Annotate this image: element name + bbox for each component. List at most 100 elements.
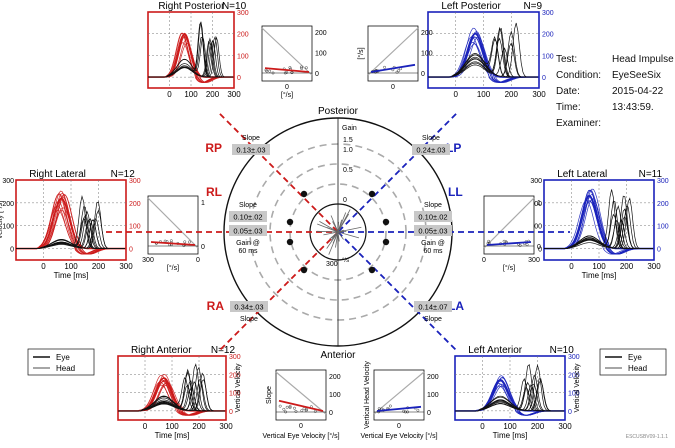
scatter-y-tick: 0 xyxy=(329,410,333,417)
x-tick-label: 100 xyxy=(477,90,491,99)
x-tick-label: 300 xyxy=(532,90,546,99)
y-tick-label: 200 xyxy=(542,32,554,39)
slope-value: 0.13±.03 xyxy=(236,146,265,155)
y-tick-label: 0 xyxy=(568,409,572,416)
anterior-label: Anterior xyxy=(320,350,356,361)
gain-value: 0.05±.03 xyxy=(233,227,262,236)
gain-point xyxy=(369,267,375,273)
scatter-frame xyxy=(276,370,326,420)
x-tick-label: 0 xyxy=(569,262,574,271)
gain-point xyxy=(287,219,293,225)
scatter-x-label: [°/s] xyxy=(503,264,515,272)
y-tick-label: 200 xyxy=(129,201,141,208)
gain-point xyxy=(369,191,375,197)
scatter-y-tick: 0 xyxy=(315,71,319,78)
x-tick-label: 200 xyxy=(92,262,106,271)
canal-label-rp: RP xyxy=(205,141,222,155)
y-tick-label: 100 xyxy=(542,53,554,60)
x-tick-label: 200 xyxy=(206,90,220,99)
y-tick-label: 0 xyxy=(237,75,241,82)
trace-count: N=11 xyxy=(639,169,663,180)
info-row-date: Date:2015-04-22 xyxy=(556,84,674,100)
info-label: Test: xyxy=(556,52,612,68)
info-value: 13:43:59. xyxy=(612,100,654,116)
trace-title: Left Anterior xyxy=(468,345,523,356)
y-tick-label-left: 300 xyxy=(530,178,542,185)
trace-title: Right Lateral xyxy=(29,169,86,180)
scatter-y-tick: 100 xyxy=(421,51,433,58)
slope-value: 0.14±.07 xyxy=(418,303,447,312)
velocity-unit-label: °/s xyxy=(342,258,349,264)
gain-value: 0.05±.03 xyxy=(418,227,447,236)
scatter-x-tick: 0 xyxy=(397,423,401,430)
info-label: Date: xyxy=(556,84,612,100)
canal-label-ll: LL xyxy=(448,185,463,199)
scatter-y-label: [°/s] xyxy=(357,47,365,59)
x-tick-label: 200 xyxy=(505,90,519,99)
y-tick-label: 100 xyxy=(129,224,141,231)
legend-head-label: Head xyxy=(56,364,75,373)
info-label: Condition: xyxy=(556,68,612,84)
scatter-y-tick: 200 xyxy=(427,374,439,381)
gain-axis-label: Gain xyxy=(342,125,357,132)
slope-caption: Slope xyxy=(239,202,257,209)
scatter-x-label: [°/s] xyxy=(167,264,179,272)
slope-value: 0.10±.02 xyxy=(233,213,262,222)
slope-value: 0.10±.02 xyxy=(418,213,447,222)
info-label: Time: xyxy=(556,100,612,116)
info-value: Head Impulse xyxy=(612,52,674,68)
y-tick-label: 0 xyxy=(129,247,133,254)
gain-tick-label: 0.5 xyxy=(343,167,353,174)
trace-count: N=9 xyxy=(523,1,542,12)
y-tick-label-left: 200 xyxy=(2,201,14,208)
x-tick-label: 200 xyxy=(531,422,545,431)
slope-caption: Slope xyxy=(240,316,258,323)
y-tick-label: 0 xyxy=(229,409,233,416)
gain-caption-ms: 60 ms xyxy=(423,248,443,255)
legend-head-label: Head xyxy=(628,364,647,373)
watermark: ESCUSBV09-1.1.1 xyxy=(626,434,668,440)
trace-count: N=12 xyxy=(111,169,136,180)
gain-point xyxy=(301,267,307,273)
scatter-x-tick: 0 xyxy=(196,257,200,264)
slope-caption: Slope xyxy=(424,316,442,323)
scatter-x-label: [°/s] xyxy=(281,91,293,99)
x-tick-label: 300 xyxy=(219,422,233,431)
y-axis-label: Velocity [°/s] xyxy=(0,201,4,239)
x-tick-label: 0 xyxy=(143,422,148,431)
scatter-x-tick: 0 xyxy=(391,84,395,91)
x-tick-label: 100 xyxy=(592,262,606,271)
scatter-y-tick: 200 xyxy=(315,30,327,37)
x-tick-label: 100 xyxy=(165,422,179,431)
gain-caption: Gain @ xyxy=(236,240,260,247)
y-tick-label: 100 xyxy=(237,53,249,60)
legend-eye-label: Eye xyxy=(628,353,642,362)
x-tick-label: 100 xyxy=(184,90,198,99)
canal-label-ra: RA xyxy=(207,299,225,313)
x-tick-label: 300 xyxy=(227,90,241,99)
scatter-x-tick: 0 xyxy=(482,257,486,264)
slope-value: 0.24±.03 xyxy=(416,146,445,155)
scatter-y-tick: 100 xyxy=(427,392,439,399)
scatter-y-tick: 0 xyxy=(537,244,541,251)
slope-value: 0.34±.03 xyxy=(234,303,263,312)
y-axis-label: Vertical Velocity xyxy=(574,363,581,413)
scatter-x-label: Vertical Eye Velocity [°/s] xyxy=(262,432,339,440)
y-tick-label: 0 xyxy=(542,75,546,82)
scatter-y-tick: 0 xyxy=(427,410,431,417)
y-tick-label-left: 0 xyxy=(10,247,14,254)
x-tick-label: 0 xyxy=(454,90,459,99)
scatter-x-tick: 300 xyxy=(528,257,540,264)
trace-title: Left Posterior xyxy=(441,1,501,12)
scatter-y-tick: 0 xyxy=(201,244,205,251)
x-tick-label: 0 xyxy=(41,262,46,271)
info-row-condition: Condition:EyeSeeSix xyxy=(556,68,674,84)
velocity-tick-label: 300 xyxy=(326,261,338,268)
y-axis-label: Vertical Velocity xyxy=(235,363,242,413)
y-tick-label: 0 xyxy=(657,247,661,254)
canal-label-rl: RL xyxy=(206,185,222,199)
trace-count: N=10 xyxy=(222,1,247,12)
y-tick-label: 300 xyxy=(542,10,554,17)
y-tick-label: 200 xyxy=(237,32,249,39)
x-tick-label: 300 xyxy=(647,262,661,271)
